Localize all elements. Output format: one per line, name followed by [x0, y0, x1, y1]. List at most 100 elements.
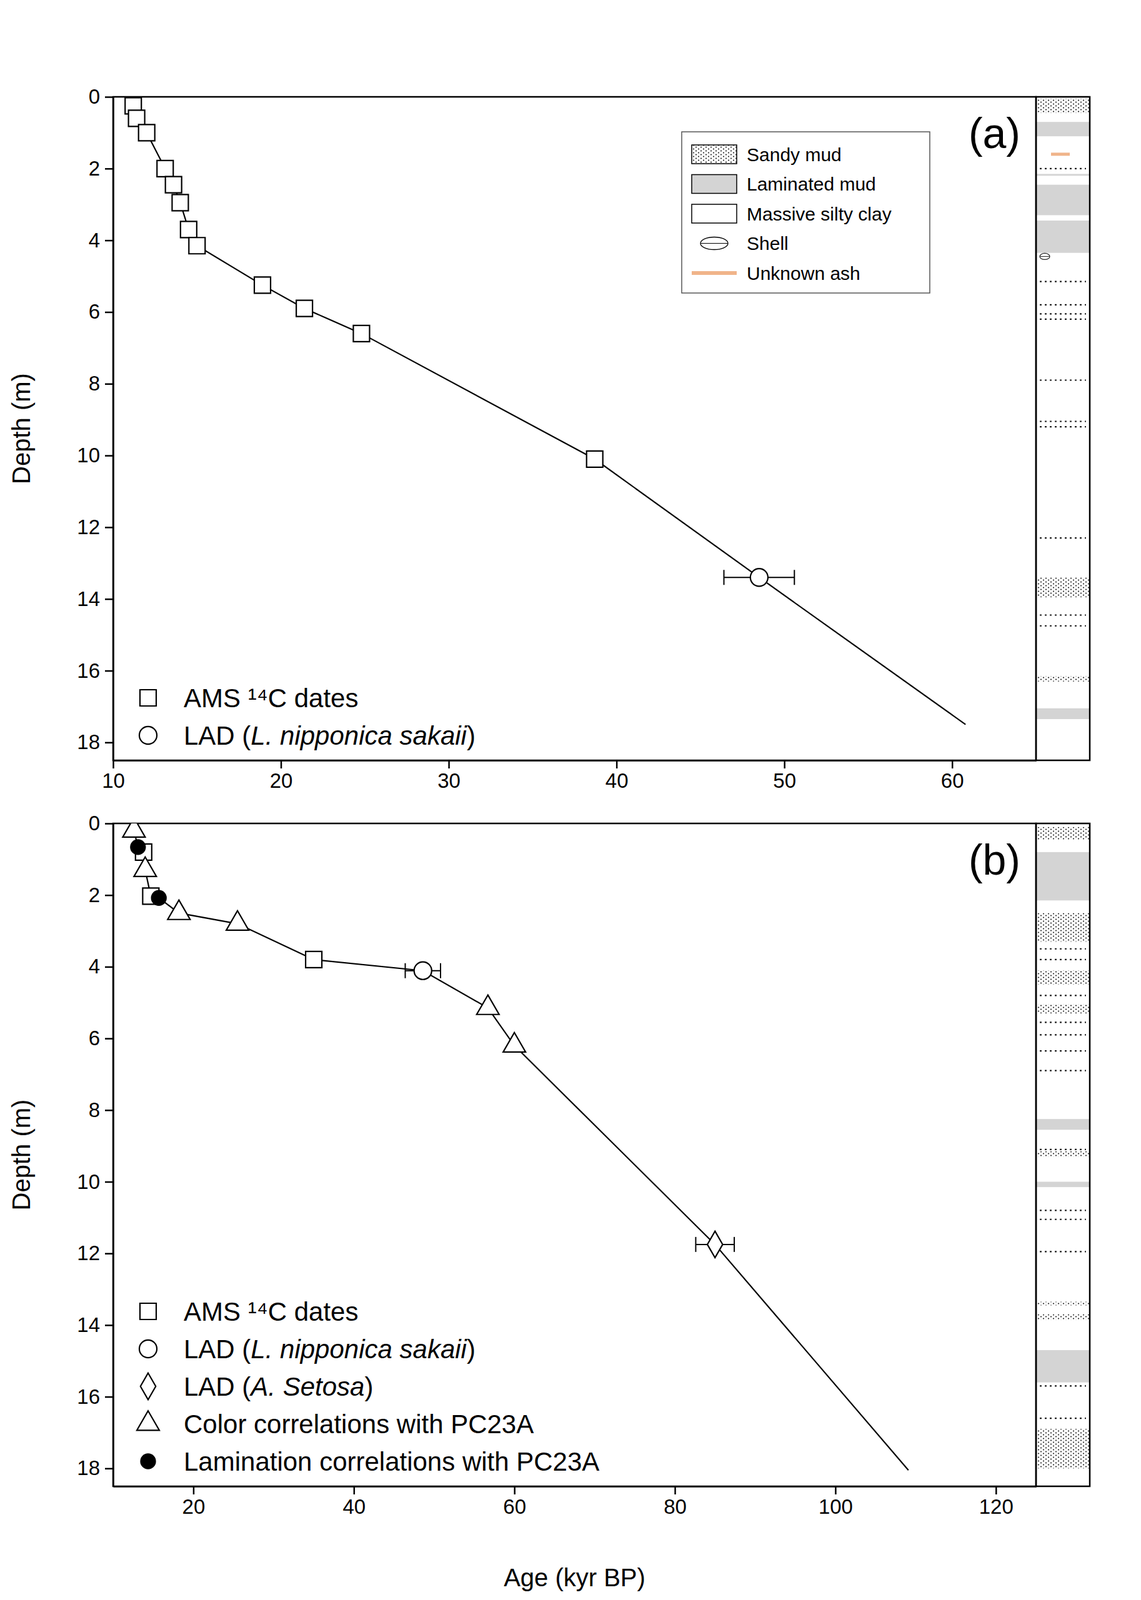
figure: 102030405060024681012141618Depth (m)(a)A… — [0, 0, 1141, 1600]
tick: 16 — [76, 1385, 114, 1409]
tick: 0 — [88, 811, 114, 835]
tick-mark — [995, 1486, 998, 1495]
legend-item: Laminated mud — [691, 173, 877, 195]
sand-streak — [1039, 614, 1087, 616]
marker — [151, 891, 167, 906]
tick: 40 — [605, 760, 629, 793]
lithology-layer — [1036, 184, 1090, 216]
sand-streak — [1039, 1149, 1087, 1151]
tick: 18 — [76, 1456, 114, 1480]
series — [405, 962, 442, 980]
tick-label: 30 — [437, 769, 461, 793]
tick: 18 — [76, 730, 114, 754]
y-axis-title: Depth (m) — [7, 373, 35, 485]
tick-label: 2 — [88, 156, 100, 180]
sand-streak — [1039, 1219, 1087, 1221]
tick-label: 2 — [88, 883, 100, 907]
legend-marker — [140, 1454, 155, 1469]
legend-label: Sandy mud — [746, 144, 842, 165]
tick-mark — [104, 1037, 114, 1040]
tick-label: 4 — [88, 954, 100, 978]
tick-label: 6 — [88, 1026, 100, 1050]
marker — [130, 839, 145, 855]
lithology-column — [1036, 98, 1090, 720]
legend: AMS ¹⁴C dates LAD (L. nipponica sakaii) — [139, 683, 476, 751]
sand-streak — [1039, 1209, 1087, 1211]
shell-symbol — [1039, 253, 1050, 260]
marker — [305, 951, 322, 968]
tick-label: 120 — [979, 1495, 1014, 1519]
marker — [476, 995, 500, 1015]
marker — [156, 160, 174, 177]
series — [135, 844, 322, 968]
error-bar-cap — [723, 569, 725, 585]
tick-label: 12 — [76, 515, 100, 539]
age-model-line — [133, 105, 966, 725]
sand-streak — [1039, 168, 1087, 170]
legend-item: LAD (A. Setosa) — [140, 1372, 374, 1402]
lithology-layer — [1036, 1182, 1090, 1188]
tick-mark — [674, 1486, 677, 1495]
tick-label: 20 — [269, 769, 294, 793]
marker — [188, 237, 205, 254]
tick: 40 — [342, 1486, 366, 1519]
legend-item: AMS ¹⁴C dates — [139, 683, 359, 713]
tick: 100 — [818, 1486, 853, 1519]
sand-streak — [1039, 948, 1087, 950]
tick-mark — [112, 760, 115, 769]
tick-mark — [104, 598, 114, 601]
legend-swatch-line — [700, 243, 728, 244]
sand-streak — [1039, 318, 1087, 320]
lithology-layer — [1036, 98, 1090, 114]
sand-streak — [1039, 1070, 1087, 1072]
legend-swatch — [691, 204, 737, 224]
tick: 20 — [269, 760, 294, 793]
tick-mark — [104, 1109, 114, 1112]
sand-streak — [1039, 313, 1087, 315]
tick-mark — [104, 168, 114, 170]
legend-label: Shell — [746, 233, 789, 254]
tick-mark — [104, 526, 114, 529]
legend-item: LAD (L. nipponica sakaii) — [139, 1334, 476, 1365]
legend-label: AMS ¹⁴C dates — [183, 1297, 359, 1327]
tick-mark — [513, 1486, 516, 1495]
tick-mark — [951, 760, 954, 769]
lithology-layer — [1036, 1314, 1090, 1321]
marker — [586, 451, 603, 468]
tick: 4 — [88, 954, 114, 978]
marker — [167, 900, 190, 920]
lithology-layer — [1036, 1429, 1090, 1469]
legend-marker — [136, 1410, 160, 1431]
lithology-layer — [1036, 577, 1090, 598]
tick-mark — [104, 742, 114, 745]
lithology-layer — [1036, 1119, 1090, 1130]
tick-label: 0 — [88, 811, 100, 835]
tick-mark — [104, 1468, 114, 1471]
tick-mark — [104, 1181, 114, 1184]
legend-label: Massive silty clay — [746, 203, 892, 225]
sand-streak — [1039, 1385, 1087, 1387]
legend-label: LAD (L. nipponica sakaii) — [183, 721, 476, 751]
marker — [122, 823, 145, 838]
plot-frame — [113, 96, 1037, 761]
lithology-layer — [1036, 912, 1090, 942]
tick: 10 — [101, 760, 125, 793]
tick: 120 — [979, 1486, 1014, 1519]
x-axis: 102030405060 — [101, 760, 1037, 793]
tick-mark — [104, 966, 114, 969]
panel-label: (b) — [968, 836, 1021, 884]
lithology-layer — [1036, 827, 1090, 840]
legend-marker — [139, 1303, 157, 1320]
lithology-layer — [1036, 708, 1090, 720]
tick-mark — [104, 96, 114, 99]
lithology-layer — [1036, 173, 1090, 176]
tick-label: 16 — [76, 1385, 100, 1409]
tick: 10 — [76, 1170, 114, 1194]
panel-label: (a) — [968, 109, 1021, 157]
tick-label: 10 — [76, 443, 100, 467]
legend-item: Massive silty clay — [691, 203, 892, 225]
tick: 4 — [88, 228, 114, 252]
series — [122, 823, 526, 1053]
lithology-layer — [1036, 1004, 1090, 1014]
lithology-layer — [1036, 121, 1090, 137]
